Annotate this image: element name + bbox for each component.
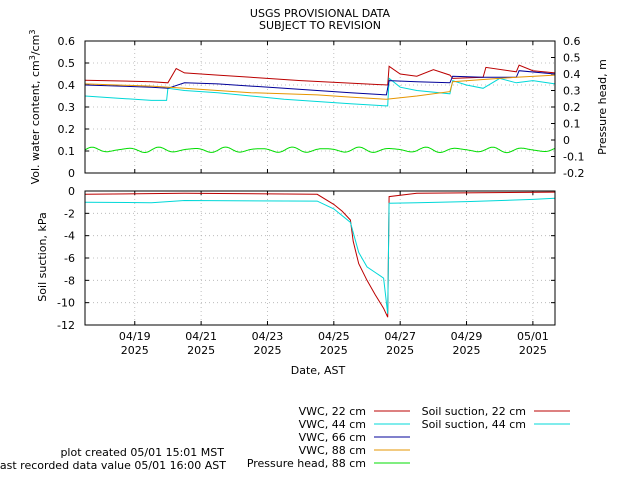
x-tick-label: 04/23 <box>252 330 284 343</box>
y-tick-label: 0.5 <box>58 57 76 70</box>
legend-label: VWC, 88 cm <box>299 444 366 457</box>
chart-title-line1: USGS PROVISIONAL DATA <box>250 7 391 20</box>
legend-label: Soil suction, 44 cm <box>422 418 526 431</box>
y2-tick-label: -0.1 <box>563 151 584 164</box>
y2-tick-label: 0.1 <box>563 118 581 131</box>
x-tick-year-label: 2025 <box>121 344 149 357</box>
top-y-axis-label: Vol. water content, cm3/cm3 <box>28 30 42 185</box>
y-tick-label: -6 <box>64 252 75 265</box>
y-tick-label: -4 <box>64 230 75 243</box>
legend-label: VWC, 66 cm <box>299 431 366 444</box>
y2-tick-label: 0.3 <box>563 85 581 98</box>
y-tick-label: -10 <box>57 297 75 310</box>
y2-tick-label: 0.6 <box>563 35 581 48</box>
y-tick-label: 0.1 <box>58 145 76 158</box>
x-tick-label: 04/27 <box>384 330 416 343</box>
legend-label: VWC, 44 cm <box>299 418 366 431</box>
legend-label: Soil suction, 22 cm <box>422 405 526 418</box>
y2-tick-label: -0.2 <box>563 167 584 180</box>
series-line-pressure-head-88-cm <box>84 146 556 154</box>
x-tick-label: 04/25 <box>318 330 350 343</box>
x-tick-label: 04/21 <box>185 330 217 343</box>
y2-tick-label: 0.5 <box>563 52 581 65</box>
y-tick-label: -12 <box>57 319 75 332</box>
x-tick-year-label: 2025 <box>320 344 348 357</box>
bottom-y-axis-label: Soil suction, kPa <box>36 212 49 301</box>
chart-title-line2: SUBJECT TO REVISION <box>259 19 381 32</box>
bottom-plot-frame <box>84 190 556 326</box>
legend-label: Pressure head, 88 cm <box>247 457 366 470</box>
bottom-panel: -12-10-8-6-4-2004/19202504/21202504/2320… <box>57 185 556 357</box>
y-tick-label: -8 <box>64 274 75 287</box>
y2-tick-label: 0 <box>563 134 570 147</box>
y-tick-label: -2 <box>64 207 75 220</box>
top-y2-axis-label: Pressure head, m <box>596 59 609 155</box>
x-tick-year-label: 2025 <box>187 344 215 357</box>
x-tick-year-label: 2025 <box>253 344 281 357</box>
y-tick-label: 0.3 <box>58 101 76 114</box>
y-tick-label: 0 <box>68 185 75 198</box>
x-tick-year-label: 2025 <box>453 344 481 357</box>
y2-tick-label: 0.4 <box>563 68 581 81</box>
y-tick-label: 0.2 <box>58 123 76 136</box>
series-line-vwc-88-cm <box>84 74 556 100</box>
y-tick-label: 0 <box>68 167 75 180</box>
footer-plot-created: plot created 05/01 15:01 MST <box>60 446 224 459</box>
x-axis-label: Date, AST <box>291 364 346 377</box>
y-tick-label: 0.4 <box>58 79 76 92</box>
x-tick-label: 04/19 <box>119 330 151 343</box>
series-line-vwc-66-cm <box>84 70 556 96</box>
legend-label: VWC, 22 cm <box>299 405 366 418</box>
series-line-vwc-22-cm <box>84 64 556 86</box>
series-line-vwc-44-cm <box>84 77 556 107</box>
x-tick-label: 04/29 <box>451 330 483 343</box>
x-tick-year-label: 2025 <box>519 344 547 357</box>
y-tick-label: 0.6 <box>58 35 76 48</box>
x-tick-label: 05/01 <box>517 330 549 343</box>
y2-tick-label: 0.2 <box>563 101 581 114</box>
top-panel: 0 0.1 0.2 0.3 0.4 0.5 0.6 -0.2 -0.1 0 0.1 0.2 0.3 0.4… <box>58 35 585 180</box>
top-plot-frame <box>84 40 556 174</box>
series-line-soil-suction-44-cm <box>84 197 556 314</box>
x-tick-year-label: 2025 <box>386 344 414 357</box>
footer-last-value: last recorded data value 05/01 16:00 AST <box>0 459 226 472</box>
series-line-soil-suction-22-cm <box>84 191 556 318</box>
